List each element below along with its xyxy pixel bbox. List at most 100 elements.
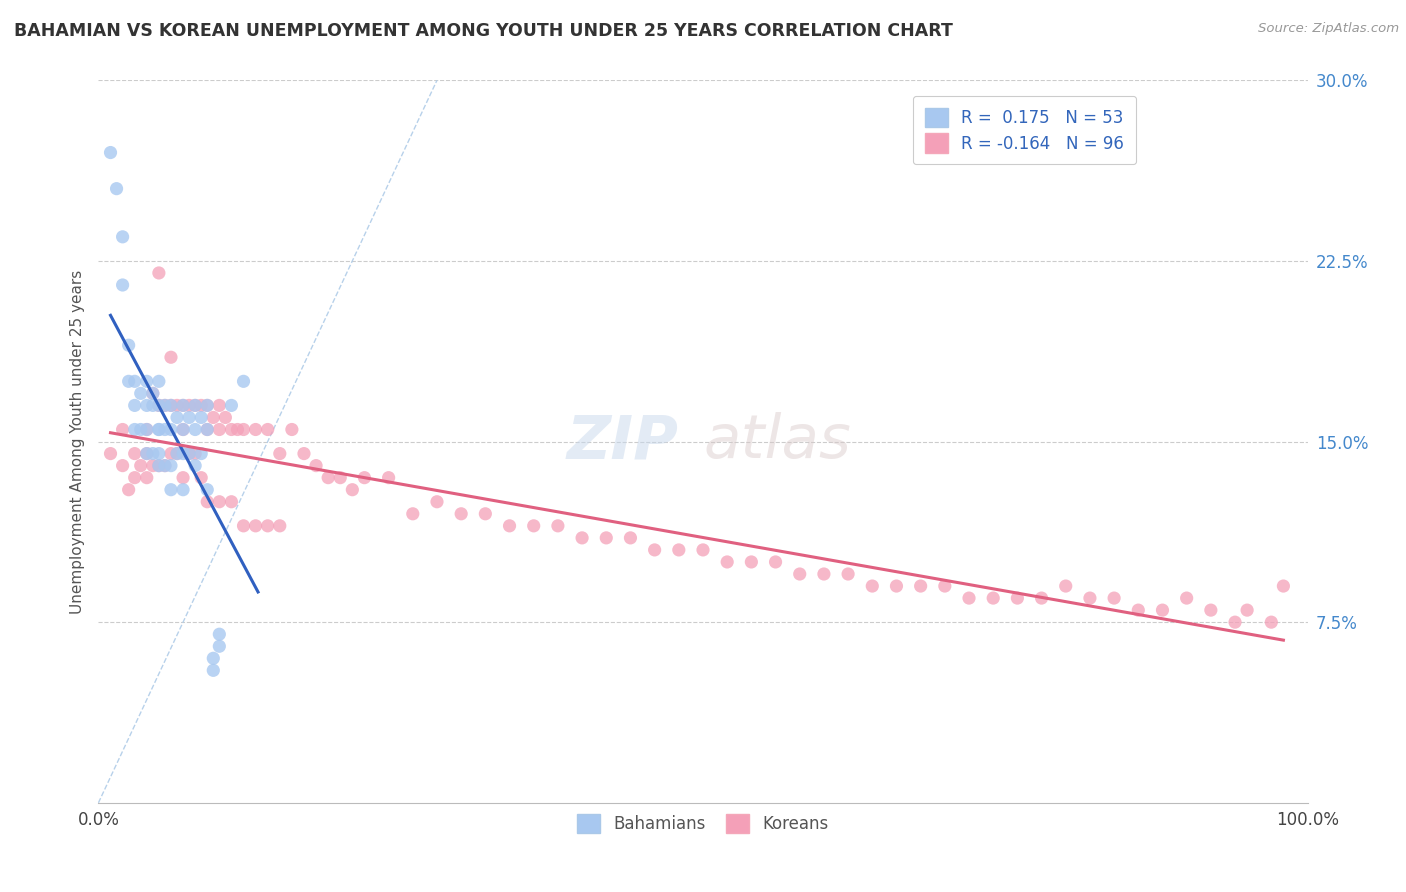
Point [184,458,207,473]
Point [148,458,170,473]
Point [789,567,811,582]
Point [1128,603,1150,617]
Point [135,422,157,436]
Point [402,507,425,521]
Point [208,627,231,641]
Point [202,651,225,665]
Point [245,518,267,533]
Point [124,398,146,412]
Point [118,483,141,497]
Point [208,639,231,653]
Point [1223,615,1246,630]
Point [221,398,243,412]
Point [860,579,883,593]
Point [111,422,134,436]
Point [148,398,170,412]
Point [179,398,201,412]
Point [153,458,176,473]
Point [166,446,188,460]
Point [208,494,231,508]
Point [934,579,956,593]
Point [1199,603,1222,617]
Point [269,446,291,460]
Point [910,579,932,593]
Point [692,542,714,557]
Point [100,145,122,160]
Point [148,266,170,280]
Point [166,446,188,460]
Point [1054,579,1077,593]
Point [172,422,194,436]
Point [166,398,188,412]
Point [426,494,449,508]
Point [353,470,375,484]
Point [111,230,134,244]
Point [1031,591,1053,605]
Point [813,567,835,582]
Point [202,664,225,678]
Point [184,422,207,436]
Point [129,422,152,436]
Point [148,422,170,436]
Point [957,591,980,605]
Point [668,542,690,557]
Point [190,398,212,412]
Point [221,494,243,508]
Point [100,446,122,460]
Point [135,422,157,436]
Point [160,350,183,364]
Text: atlas: atlas [703,412,851,471]
Point [124,374,146,388]
Point [172,446,194,460]
Point [221,422,243,436]
Point [1272,579,1295,593]
Point [160,458,183,473]
Point [498,518,520,533]
Point [195,422,218,436]
Point [135,446,157,460]
Point [195,398,218,412]
Point [172,398,194,412]
Point [142,446,165,460]
Point [281,422,304,436]
Point [523,518,546,533]
Point [305,458,328,473]
Point [160,398,183,412]
Point [1007,591,1029,605]
Point [135,374,157,388]
Point [179,446,201,460]
Point [172,483,194,497]
Point [595,531,617,545]
Point [148,422,170,436]
Point [837,567,859,582]
Point [232,518,254,533]
Point [765,555,787,569]
Point [111,458,134,473]
Point [1102,591,1125,605]
Point [172,470,194,484]
Point [571,531,593,545]
Point [195,494,218,508]
Point [981,591,1004,605]
Point [153,458,176,473]
Point [269,518,291,533]
Point [166,410,188,425]
Text: Source: ZipAtlas.com: Source: ZipAtlas.com [1258,22,1399,36]
Point [135,398,157,412]
Point [619,531,641,545]
Point [160,422,183,436]
Point [474,507,496,521]
Point [184,446,207,460]
Point [190,446,212,460]
Point [450,507,472,521]
Point [195,398,218,412]
Point [716,555,738,569]
Point [153,398,176,412]
Point [547,518,569,533]
Point [1236,603,1258,617]
Point [172,398,194,412]
Point [195,483,218,497]
Point [118,374,141,388]
Point [256,422,278,436]
Point [172,422,194,436]
